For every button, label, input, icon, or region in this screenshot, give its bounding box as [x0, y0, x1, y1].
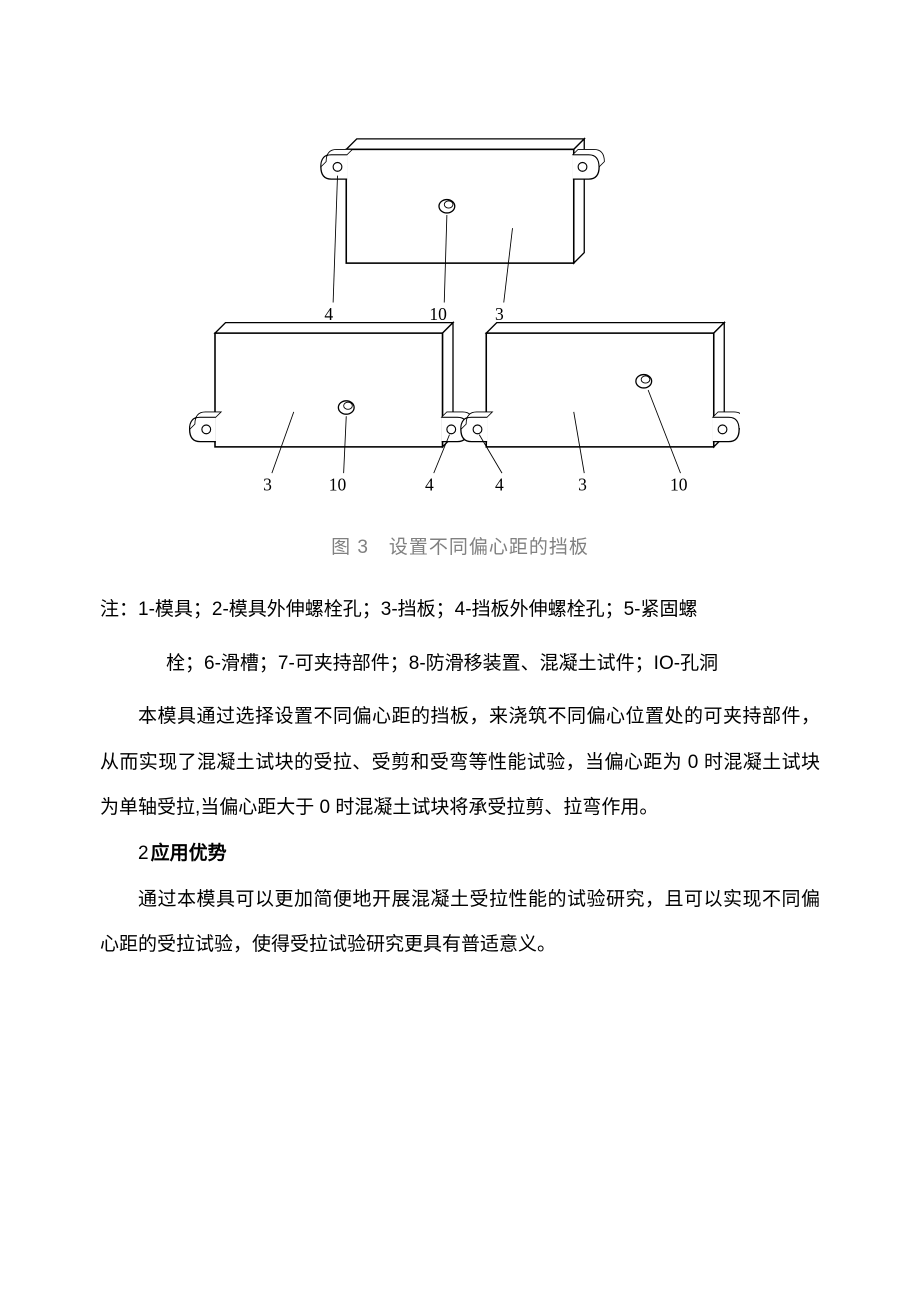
svg-text:3: 3	[578, 475, 587, 495]
heading-number: 2	[138, 843, 149, 864]
svg-text:10: 10	[670, 475, 688, 495]
figure-caption: 图 3 设置不同偏心距的挡板	[100, 532, 820, 559]
heading-text: 应用优势	[151, 843, 227, 864]
svg-text:10: 10	[429, 304, 447, 324]
section-heading: 2应用优势	[100, 831, 820, 877]
figure-container: 4 10 3 3 10 4 4 3 10	[100, 120, 820, 520]
figure-diagram: 4 10 3 3 10 4 4 3 10	[180, 120, 740, 520]
svg-text:4: 4	[324, 304, 333, 324]
svg-text:4: 4	[495, 475, 504, 495]
paragraph-2: 通过本模具可以更加简便地开展混凝土受拉性能的试验研究，且可以实现不同偏心距的受拉…	[100, 877, 820, 968]
svg-text:3: 3	[495, 304, 504, 324]
note-line-1: 注：1-模具；2-模具外伸螺栓孔；3-挡板；4-挡板外伸螺栓孔；5-紧固螺	[100, 587, 820, 633]
paragraph-1: 本模具通过选择设置不同偏心距的挡板，来浇筑不同偏心位置处的可夹持部件，从而实现了…	[100, 694, 820, 831]
svg-text:3: 3	[263, 475, 272, 495]
svg-text:10: 10	[329, 475, 347, 495]
note-line-2: 栓；6-滑槽；7-可夹持部件；8-防滑移装置、混凝土试件；IO-孔洞	[100, 641, 820, 687]
svg-text:4: 4	[425, 475, 434, 495]
